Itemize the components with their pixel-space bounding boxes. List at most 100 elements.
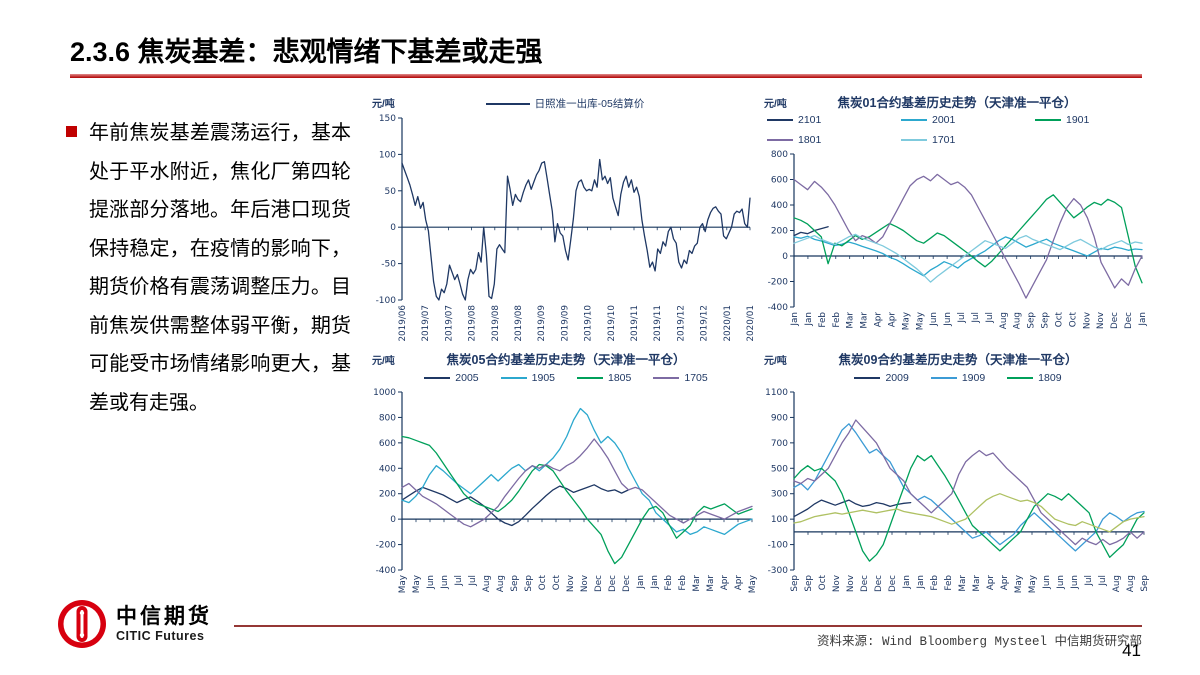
svg-text:Jun: Jun — [943, 312, 953, 327]
svg-text:1000: 1000 — [373, 388, 396, 398]
chart-coke-09-basis: 元/吨 焦炭09合约基差历史走势（天津准一平仓） 2009 1909 1809 11… — [764, 352, 1152, 610]
svg-text:Feb: Feb — [664, 575, 674, 591]
legend-label: 1705 — [684, 371, 708, 384]
svg-text:Sep: Sep — [1027, 312, 1037, 329]
legend-swatch — [500, 376, 527, 379]
legend-swatch — [1035, 119, 1061, 122]
svg-text:Oct: Oct — [1068, 311, 1078, 327]
svg-text:-200: -200 — [768, 278, 789, 288]
svg-text:May: May — [748, 575, 758, 593]
svg-text:Apr: Apr — [887, 312, 897, 328]
svg-text:50: 50 — [385, 187, 397, 197]
chart-rizhao-basis: 元/吨 日照准一出库-05结算价 150 100 50 0 -50 -100 2019/06… — [372, 95, 758, 347]
chart-legend: 日照准一出库-05结算价 — [372, 95, 758, 112]
legend-item: 2005 — [424, 372, 479, 384]
svg-text:Dec: Dec — [622, 575, 632, 592]
svg-text:Nov: Nov — [832, 575, 842, 592]
chart-legend: 2009 1909 1809 — [764, 369, 1152, 386]
chart-coke-05-basis: 元/吨 焦炭05合约基差历史走势（天津准一平仓） 2005 1905 1805 170… — [372, 352, 760, 610]
svg-text:Aug: Aug — [1126, 575, 1136, 592]
svg-text:Dec: Dec — [594, 575, 604, 592]
svg-text:2019/07: 2019/07 — [421, 305, 431, 342]
svg-text:May: May — [398, 575, 408, 593]
y-axis-unit-label: 元/吨 — [372, 99, 395, 110]
svg-text:600: 600 — [379, 439, 396, 449]
svg-text:Mar: Mar — [860, 312, 870, 329]
svg-text:2019/12: 2019/12 — [676, 305, 686, 342]
svg-text:Sep: Sep — [804, 575, 814, 592]
svg-text:400: 400 — [379, 464, 396, 474]
svg-text:Oct: Oct — [818, 574, 828, 590]
svg-text:Oct: Oct — [538, 574, 548, 590]
legend-swatch — [854, 376, 881, 379]
legend-label: 1805 — [608, 371, 632, 384]
legend-swatch — [901, 119, 927, 122]
legend-swatch — [577, 376, 603, 379]
svg-text:Mar: Mar — [972, 575, 982, 592]
legend-label: 1801 — [798, 133, 822, 146]
svg-text:Apr: Apr — [734, 575, 744, 591]
svg-text:2019/09: 2019/09 — [560, 305, 570, 342]
chart-coke-01-basis: 元/吨 焦炭01合约基差历史走势（天津准一平仓） 2101 2001 1901 180… — [764, 95, 1150, 347]
svg-text:Jan: Jan — [902, 575, 912, 590]
y-axis-unit-label: 元/吨 — [372, 356, 395, 367]
legend-label: 日照准一出库-05结算价 — [534, 98, 645, 110]
svg-text:Dec: Dec — [1110, 312, 1120, 329]
svg-text:Jun: Jun — [1042, 575, 1052, 590]
svg-text:Dec: Dec — [888, 575, 898, 592]
svg-text:May: May — [915, 312, 925, 330]
legend-swatch — [767, 119, 793, 122]
svg-text:Dec: Dec — [608, 575, 618, 592]
svg-text:300: 300 — [771, 490, 788, 500]
svg-text:Jul: Jul — [468, 575, 478, 587]
svg-text:2019/08: 2019/08 — [514, 305, 524, 342]
svg-text:2019/08: 2019/08 — [491, 305, 501, 342]
svg-text:Feb: Feb — [678, 575, 688, 591]
legend-item: 1705 — [653, 371, 708, 384]
legend-swatch — [930, 376, 957, 379]
svg-text:Jan: Jan — [650, 575, 660, 590]
svg-text:2019/08: 2019/08 — [468, 305, 478, 342]
legend-label: 1701 — [932, 133, 956, 146]
legend-item: 日照准一出库-05结算价 — [485, 96, 645, 111]
svg-text:Jan: Jan — [636, 575, 646, 590]
chart-legend: 2101 2001 1901 1801 1701 — [764, 112, 1150, 148]
svg-text:Nov: Nov — [566, 575, 576, 592]
y-axis-unit-label: 元/吨 — [764, 356, 787, 367]
svg-text:2019/11: 2019/11 — [653, 305, 663, 342]
svg-text:100: 100 — [771, 515, 788, 525]
svg-text:2020/01: 2020/01 — [746, 305, 756, 342]
svg-text:800: 800 — [771, 150, 788, 160]
svg-text:Jul: Jul — [454, 575, 464, 587]
svg-text:Jan: Jan — [916, 575, 926, 590]
legend-item: 1809 — [1007, 372, 1062, 384]
svg-text:200: 200 — [771, 227, 788, 237]
svg-text:Apr: Apr — [720, 575, 730, 591]
svg-text:Jun: Jun — [1056, 575, 1066, 590]
legend-label: 2009 — [885, 371, 909, 384]
title-underline — [70, 74, 1142, 78]
svg-text:Dec: Dec — [1124, 312, 1134, 329]
svg-text:-200: -200 — [376, 541, 397, 551]
svg-text:2020/01: 2020/01 — [723, 305, 733, 342]
svg-text:Nov: Nov — [1096, 312, 1106, 329]
svg-text:1100: 1100 — [765, 388, 788, 398]
legend-item: 2009 — [854, 371, 909, 384]
legend-item: 1805 — [577, 372, 631, 384]
svg-text:Mar: Mar — [958, 575, 968, 592]
svg-text:700: 700 — [771, 439, 788, 449]
svg-text:May: May — [1014, 575, 1024, 593]
svg-text:Nov: Nov — [580, 575, 590, 592]
legend-item: 2101 — [767, 114, 879, 126]
legend-label: 1905 — [531, 371, 555, 384]
legend-swatch — [485, 102, 530, 105]
svg-text:Jun: Jun — [929, 312, 939, 327]
legend-item: 1701 — [901, 134, 1013, 146]
citic-logo-icon — [58, 600, 106, 648]
chart-title: 焦炭09合约基差历史走势（天津准一平仓） — [838, 353, 1078, 367]
logo-text-en: CITIC Futures — [116, 629, 205, 643]
